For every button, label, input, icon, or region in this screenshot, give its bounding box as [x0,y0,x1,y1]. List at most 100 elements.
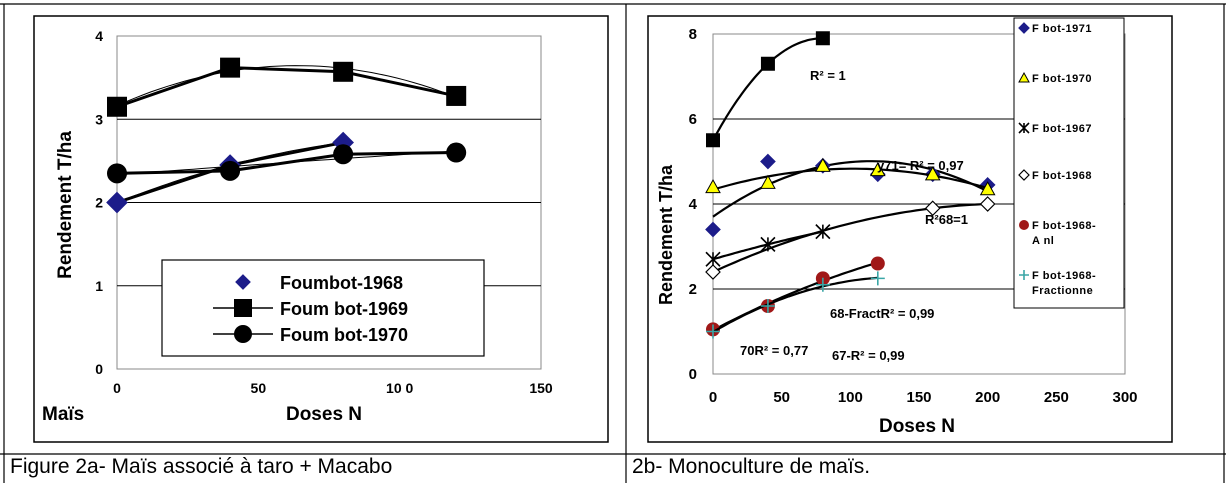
trendline [712,276,878,333]
data-point [760,299,775,313]
y-tick-label: 4 [689,196,698,213]
legend-label: F bot-1970 [1032,73,1092,85]
data-point [979,181,996,196]
x-tick-label: 150 [529,380,553,396]
data-point [706,133,720,148]
data-point [760,56,775,71]
chart-2b-legend: F bot-1971 F bot-1970 F bot-1967 F bot-1968… [1013,17,1125,309]
trend-annotation: 70R² = 0,77 [740,343,808,358]
legend-label: Fractionne [1032,285,1093,297]
y-tick-label: 2 [95,195,103,211]
legend-marker [1018,71,1030,83]
x-tick-label: 200 [975,389,1000,406]
y-tick-label: 8 [689,26,697,43]
legend-marker [1018,22,1030,34]
legend-marker [235,274,251,290]
chart-2a-x-axis-label: Doses N [286,404,362,425]
y-tick-label: 0 [95,361,103,377]
data-point [220,160,241,181]
y-tick-label: 2 [689,281,697,298]
series-line [116,151,457,175]
caption-figure-2b: 2b- Monoculture de maïs. [632,455,871,478]
chart-2b-annotations: R² = 1 y71= R² = 0,97 R²68=1 68-FractR² = 0… [740,68,968,363]
data-point [106,191,128,214]
x-tick-label: 10 0 [386,380,413,396]
data-point [870,271,885,286]
legend-label: Foum bot-1970 [280,325,408,345]
data-point [760,153,776,170]
data-point [760,174,776,189]
data-point [815,157,831,172]
data-point [446,85,467,106]
data-point [333,61,354,82]
legend-label: F bot-1968 [1032,170,1092,182]
chart-2b-y-axis-label: Rendement T/ha [656,164,676,305]
y-tick-label: 0 [689,366,697,383]
legend-marker [1019,220,1029,230]
x-tick-label: 150 [906,389,931,406]
chart-2b: 0 2 4 6 8 0 50 100 150 200 250 300 Rendement T/ha D… [647,15,1173,443]
legend-label: F bot-1968- [1032,270,1096,282]
legend-label: F bot-1967 [1032,123,1092,135]
x-tick-label: 100 [838,389,863,406]
data-point [705,221,721,238]
legend-marker [1018,122,1030,134]
data-point [924,200,941,217]
data-point [220,57,241,78]
y-tick-label: 6 [689,111,697,128]
x-tick-label: 50 [773,389,790,406]
data-point [705,251,721,267]
y-tick-label: 3 [95,111,103,127]
legend-label: F bot-1968- [1032,220,1096,232]
y-tick-label: 4 [95,28,103,44]
x-tick-label: 250 [1044,389,1069,406]
x-tick-label: 300 [1112,389,1137,406]
x-tick-label: 50 [251,380,267,396]
data-point [815,277,830,292]
data-point [107,163,127,184]
data-point [870,256,885,271]
chart-2a: 0 1 2 3 4 0 50 10 0 150 Rendement T/ha Doses N M… [33,15,609,443]
x-tick-label: 0 [709,389,717,406]
chart-2b-x-axis-label: Doses N [879,416,955,437]
data-point [446,142,467,163]
legend-label: Foum bot-1969 [280,299,408,319]
chart-2a-tick-labels: 0 1 2 3 4 0 50 10 0 150 [95,28,553,396]
chart-2a-legend: Foumbot-1968 Foum bot-1969 Foum bot-1970 [161,259,485,357]
legend-marker [234,299,252,317]
chart-2a-y-axis-label: Rendement T/ha [55,131,76,279]
trendline [712,160,989,218]
data-point [979,196,996,212]
chart-2a-series [106,57,467,214]
trend-annotation: R²68=1 [925,212,968,227]
trendline [712,167,988,191]
data-point [705,264,721,280]
trendline [712,202,988,274]
chart-2b-tick-labels: 0 2 4 6 8 0 50 100 150 200 250 300 [689,26,1138,406]
legend-label: F bot-1971 [1032,23,1092,35]
legend-marker [1018,169,1030,181]
trendline [116,65,457,107]
data-point [815,31,830,46]
data-point [869,161,886,177]
trend-annotation: y71= R² = 0,97 [877,158,964,173]
series-line [116,66,457,109]
chart-2b-series [705,31,996,339]
legend-marker [234,325,252,343]
legend-label: Foumbot-1968 [280,273,403,293]
chart-2b-legend-box [1013,17,1125,309]
caption-figure-2a: Figure 2a- Maïs associé à taro + Macabo [10,455,393,478]
data-point [333,144,354,165]
trend-annotation: 68-FractR² = 0,99 [830,306,934,321]
data-point [107,96,127,117]
trend-annotation: 67-R² = 0,99 [832,348,905,363]
legend-label: A nl [1032,235,1054,247]
chart-2a-corner-label: Maïs [42,404,84,425]
x-tick-label: 0 [113,380,121,396]
data-point [705,178,721,194]
legend-marker [1019,270,1029,280]
data-point [924,166,941,181]
trend-annotation: R² = 1 [810,68,846,83]
y-tick-label: 1 [95,278,103,294]
